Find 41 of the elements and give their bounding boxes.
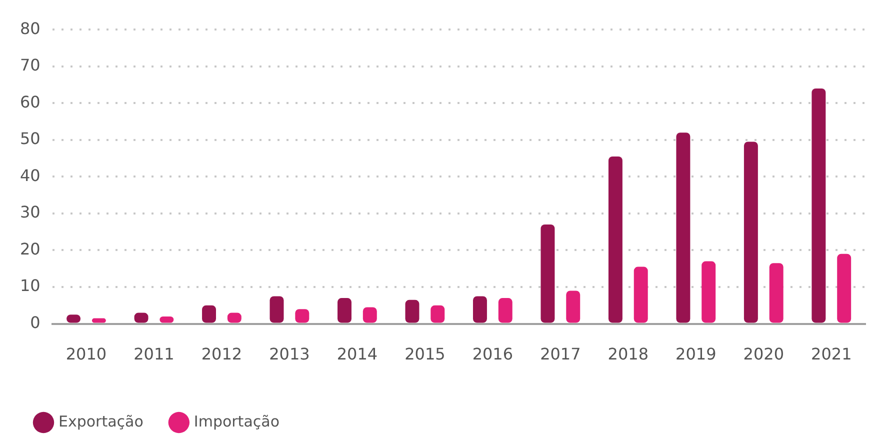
- y-tick-label: 50: [20, 129, 40, 148]
- y-tick-label: 60: [20, 92, 40, 112]
- x-tick-label: 2013: [269, 344, 310, 364]
- y-tick-label: 70: [20, 56, 40, 75]
- bar: [744, 142, 758, 323]
- x-tick-label: 2018: [608, 344, 649, 364]
- bar: [634, 266, 648, 323]
- bar: [498, 298, 512, 323]
- legend-label: Exportação: [58, 412, 144, 430]
- x-tick-label: 2017: [540, 344, 581, 364]
- bar: [202, 305, 216, 323]
- bar: [837, 254, 852, 323]
- y-tick-label: 10: [20, 276, 40, 296]
- x-tick-label: 2011: [134, 344, 174, 364]
- x-tick-label: 2020: [743, 344, 784, 364]
- x-tick-label: 2012: [201, 344, 242, 364]
- bar: [430, 305, 445, 323]
- bar: [769, 263, 784, 323]
- y-tick-label: 80: [20, 18, 40, 38]
- legend-label: Importação: [194, 412, 280, 430]
- x-tick-label: 2019: [676, 344, 716, 364]
- x-tick-label: 2021: [811, 344, 852, 364]
- y-tick-label: 20: [20, 239, 40, 258]
- bar: [338, 298, 352, 323]
- bar: [540, 224, 555, 323]
- bar: [405, 300, 420, 323]
- y-tick-label: 40: [20, 166, 40, 185]
- x-tick-label: 2015: [404, 344, 446, 364]
- bar: [472, 296, 487, 323]
- x-tick-label: 2016: [472, 344, 514, 364]
- bar: [362, 307, 377, 323]
- bar: [608, 156, 622, 323]
- bar: [812, 88, 826, 323]
- bar: [702, 261, 716, 323]
- y-tick-label: 0: [30, 312, 40, 332]
- bar: [566, 290, 580, 323]
- bar: [270, 296, 284, 323]
- x-tick-label: 2014: [336, 344, 378, 364]
- y-tick-label: 30: [20, 202, 40, 222]
- x-tick-label: 2010: [66, 344, 107, 364]
- bar: [676, 132, 690, 323]
